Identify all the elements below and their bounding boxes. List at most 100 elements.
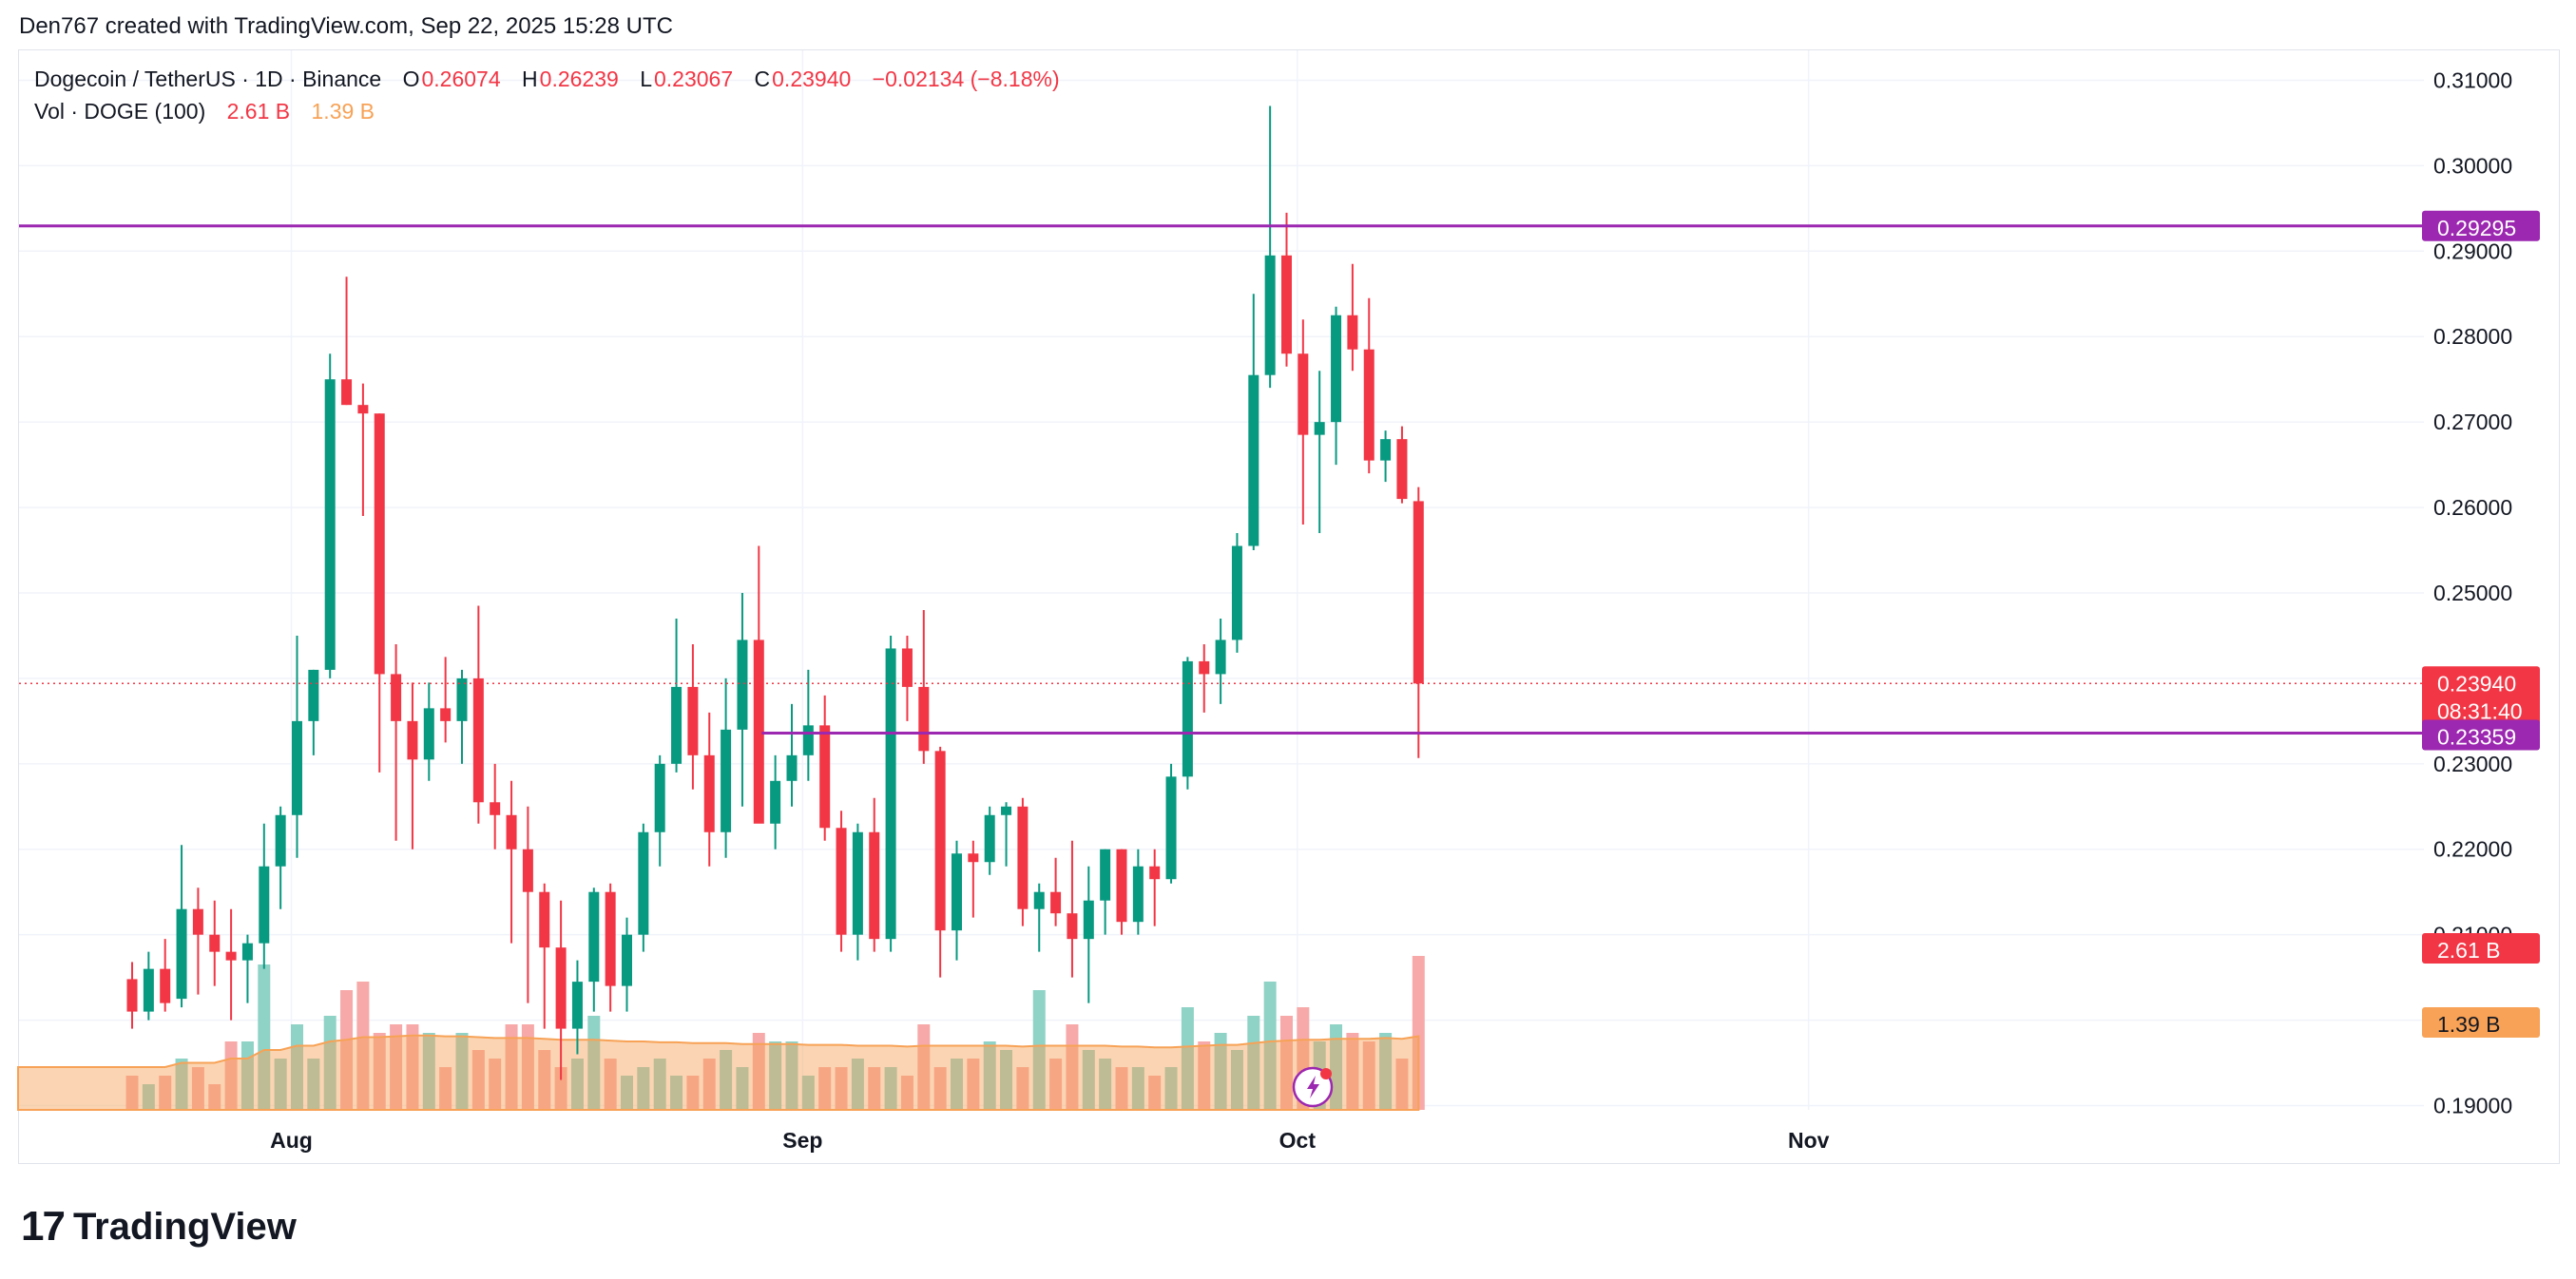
candle-body <box>160 968 171 1003</box>
candle-body <box>869 831 880 940</box>
candle <box>1149 849 1161 926</box>
price-tick-label: 0.29000 <box>2433 239 2512 263</box>
price-tick-label: 0.26000 <box>2433 495 2512 520</box>
candle-body <box>539 891 550 948</box>
candle-body <box>1067 913 1078 940</box>
candle <box>440 657 452 743</box>
time-tick-label: Nov <box>1788 1128 1830 1153</box>
candle-body <box>934 751 946 931</box>
candle <box>1231 533 1242 653</box>
volume-bar <box>702 1059 716 1110</box>
candle-body <box>1215 640 1226 675</box>
candle-body <box>571 982 583 1029</box>
candle <box>770 754 781 849</box>
volume-bar <box>1115 1067 1128 1110</box>
candle-body <box>605 891 616 986</box>
volume-bar <box>983 1041 996 1110</box>
volume-bar <box>670 1076 683 1110</box>
candle-body <box>918 686 930 752</box>
legend-volume-label[interactable]: Vol · DOGE (100) <box>34 99 206 124</box>
legend-change: −0.02134 (−8.18%) <box>872 67 1060 91</box>
candle <box>819 695 831 841</box>
candle <box>1067 840 1078 978</box>
volume-ma-badge: 1.39 B <box>2422 1007 2540 1038</box>
time-tick-label: Aug <box>270 1128 313 1153</box>
candle-body <box>1182 660 1193 777</box>
legend-high-value: 0.26239 <box>539 67 619 91</box>
candle <box>786 703 798 807</box>
candle <box>407 682 418 849</box>
candle-body <box>622 934 632 986</box>
price-tick-label: 0.27000 <box>2433 410 2512 434</box>
candles <box>126 105 1424 1080</box>
candle-body <box>1380 439 1392 461</box>
volume-bar <box>1000 1050 1013 1110</box>
volume-bar <box>455 1033 469 1110</box>
volume-bar <box>653 1059 666 1110</box>
legend-row-ohlc: Dogecoin / TetherUS · 1D · Binance O0.26… <box>34 67 1062 92</box>
candle <box>1116 849 1127 935</box>
volume-bar <box>1148 1076 1162 1110</box>
candle <box>522 806 533 1003</box>
candle-body <box>324 379 336 670</box>
candle-body <box>1413 501 1424 684</box>
candle <box>192 888 203 995</box>
candle <box>654 754 665 867</box>
candle <box>802 669 814 781</box>
candle-body <box>1347 315 1358 350</box>
volume-bar <box>1131 1067 1144 1110</box>
replay-icon[interactable] <box>1292 1066 1334 1108</box>
chart-frame <box>18 49 2560 1164</box>
candle-body <box>901 648 913 687</box>
candle-body <box>440 708 452 721</box>
candle <box>472 605 484 824</box>
candle-body <box>786 754 798 781</box>
candle <box>292 635 302 858</box>
candle-body <box>1165 776 1177 880</box>
volume-bar <box>1181 1007 1194 1110</box>
candle <box>259 823 270 969</box>
legend-low-label: L <box>640 67 652 91</box>
legend-symbol[interactable]: Dogecoin / TetherUS · 1D · Binance <box>34 67 382 91</box>
candle <box>852 823 863 961</box>
candle <box>1347 263 1358 372</box>
candle-body <box>819 725 831 829</box>
volume-bar <box>1082 1050 1095 1110</box>
volume-bar <box>1395 1059 1409 1110</box>
candle-body <box>391 674 402 721</box>
candle <box>1033 883 1045 952</box>
volume-bar <box>1198 1041 1211 1110</box>
candle-body <box>968 853 979 863</box>
volume-bar <box>471 1050 485 1110</box>
last-price-badge-text: 08:31:40 <box>2437 698 2523 723</box>
candle-body <box>654 763 665 832</box>
candle <box>571 960 583 1055</box>
candle <box>952 840 962 961</box>
volume-bar <box>1230 1050 1243 1110</box>
candle <box>753 545 764 824</box>
volume-bar <box>505 1024 518 1110</box>
volume-badge-text: 2.61 B <box>2437 938 2501 963</box>
volume-bar <box>175 1059 188 1110</box>
candle <box>423 682 434 781</box>
volume-bar <box>538 1050 551 1110</box>
candle-body <box>506 814 517 849</box>
candle <box>968 840 979 918</box>
legend-low-value: 0.23067 <box>653 67 734 91</box>
candle-body <box>1083 900 1094 940</box>
candle <box>1331 306 1342 466</box>
last-price-badge-bg <box>2422 666 2540 726</box>
candle <box>555 900 567 1080</box>
volume-bar <box>1362 1041 1375 1110</box>
candle-body <box>885 648 896 940</box>
candle <box>143 951 154 1021</box>
candle-body <box>638 831 649 935</box>
tradingview-logo[interactable]: 17 TradingView <box>21 1203 297 1250</box>
candle-body <box>1149 866 1161 880</box>
candle <box>687 643 699 790</box>
candle-body <box>1033 891 1045 909</box>
candle-body <box>555 947 567 1029</box>
candle <box>357 383 369 517</box>
